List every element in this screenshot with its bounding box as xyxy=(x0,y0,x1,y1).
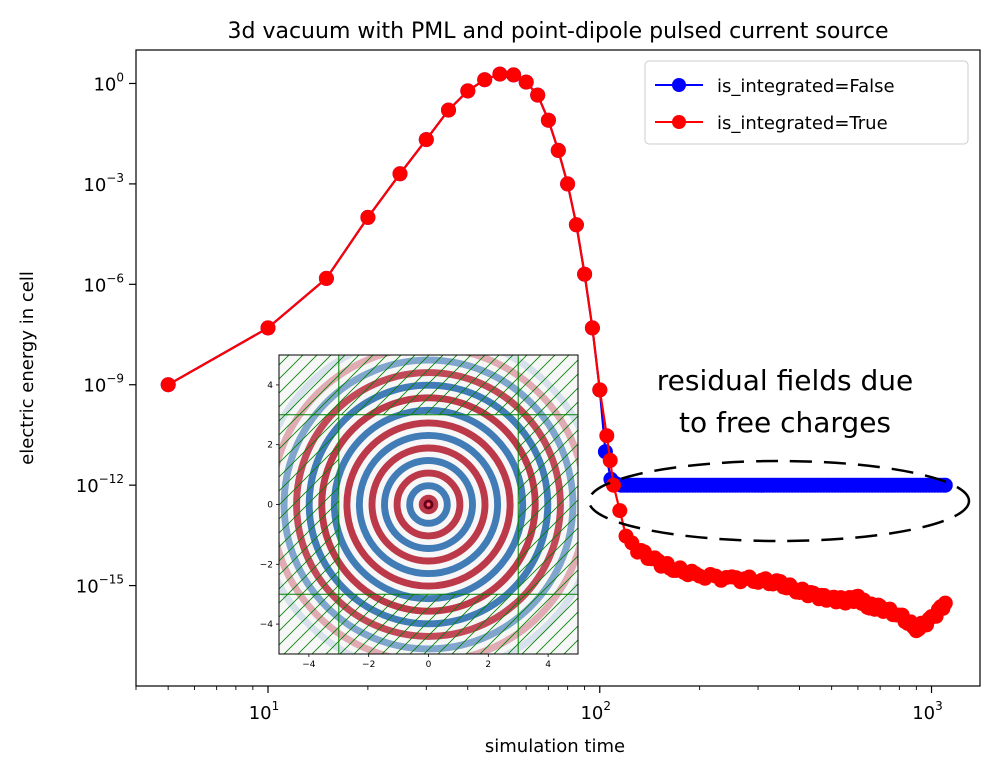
data-point xyxy=(592,382,608,398)
legend-label-true: is_integrated=True xyxy=(717,113,888,134)
data-point xyxy=(568,217,584,233)
x-tick-label: 102 xyxy=(580,699,611,724)
inset-y-tick-label: 2 xyxy=(267,441,273,451)
legend-marker-false xyxy=(672,78,686,92)
data-point xyxy=(550,142,566,158)
field-ring xyxy=(381,457,476,552)
data-point xyxy=(477,72,493,88)
data-point xyxy=(441,102,456,118)
legend-box xyxy=(644,60,969,145)
field-ring xyxy=(393,469,464,540)
data-point xyxy=(360,209,376,225)
inset-y-tick-label: 0 xyxy=(267,501,273,511)
data-point xyxy=(418,132,434,148)
inset-plot: −4 4 −2 2 0 0 2 −2 4 −4 xyxy=(260,354,579,670)
series-group xyxy=(160,66,953,639)
y-axis-label: electric energy in cell xyxy=(17,271,38,465)
field-ring xyxy=(368,444,489,565)
field-ring xyxy=(355,431,502,578)
annotation-line-1: residual fields due xyxy=(657,364,914,397)
data-point xyxy=(584,320,600,336)
data-point xyxy=(392,166,408,182)
inset-y-tick-label: −2 xyxy=(260,560,273,570)
inset-y-tick-label: 4 xyxy=(267,381,273,391)
field-ring xyxy=(343,419,514,590)
data-point xyxy=(492,66,508,82)
dipole-source-core xyxy=(426,502,431,507)
data-point xyxy=(560,176,576,192)
legend: is_integrated=False is_integrated=True xyxy=(644,60,969,145)
x-axis-label: simulation time xyxy=(485,736,625,757)
data-point xyxy=(530,87,546,103)
data-point xyxy=(540,112,556,128)
y-tick-label: 10−9 xyxy=(83,372,124,397)
y-tick-label: 10−12 xyxy=(76,472,124,497)
data-point xyxy=(577,266,593,282)
data-point xyxy=(318,270,334,286)
x-tick-label: 101 xyxy=(249,699,280,724)
inset-x-tick-label: 0 xyxy=(426,660,432,670)
legend-label-false: is_integrated=False xyxy=(717,76,895,97)
inset-x-tick-label: 4 xyxy=(545,660,551,670)
inset-y-tick-label: −4 xyxy=(260,620,274,630)
annotation-line-2: to free charges xyxy=(679,406,891,439)
series-true xyxy=(160,66,953,639)
field-ring xyxy=(418,494,439,515)
inset-x-tick-label: −2 xyxy=(362,660,375,670)
data-point xyxy=(518,74,534,90)
data-point xyxy=(260,320,276,336)
data-point xyxy=(599,428,615,444)
data-point xyxy=(937,595,953,611)
y-tick-label: 10−6 xyxy=(83,271,124,296)
legend-marker-true xyxy=(672,115,686,129)
annotation-ellipse xyxy=(587,459,971,543)
field-ring xyxy=(406,482,451,527)
data-point xyxy=(602,452,618,468)
data-point xyxy=(460,83,476,99)
pml-regions xyxy=(279,355,578,654)
data-point xyxy=(612,503,628,519)
y-tick-label: 100 xyxy=(93,70,124,95)
chart-title: 3d vacuum with PML and point-dipole puls… xyxy=(228,19,889,44)
data-point xyxy=(606,477,621,493)
data-point xyxy=(506,67,522,83)
y-tick-label: 10−15 xyxy=(76,573,124,598)
data-point xyxy=(160,377,176,393)
inset-x-tick-label: −4 xyxy=(302,660,316,670)
y-tick-label: 10−3 xyxy=(83,171,124,196)
x-tick-label: 103 xyxy=(912,699,943,724)
annotation: residual fields due to free charges xyxy=(587,364,971,543)
series-false xyxy=(160,66,953,493)
inset-x-tick-label: 2 xyxy=(485,660,491,670)
plot-area xyxy=(135,49,981,687)
